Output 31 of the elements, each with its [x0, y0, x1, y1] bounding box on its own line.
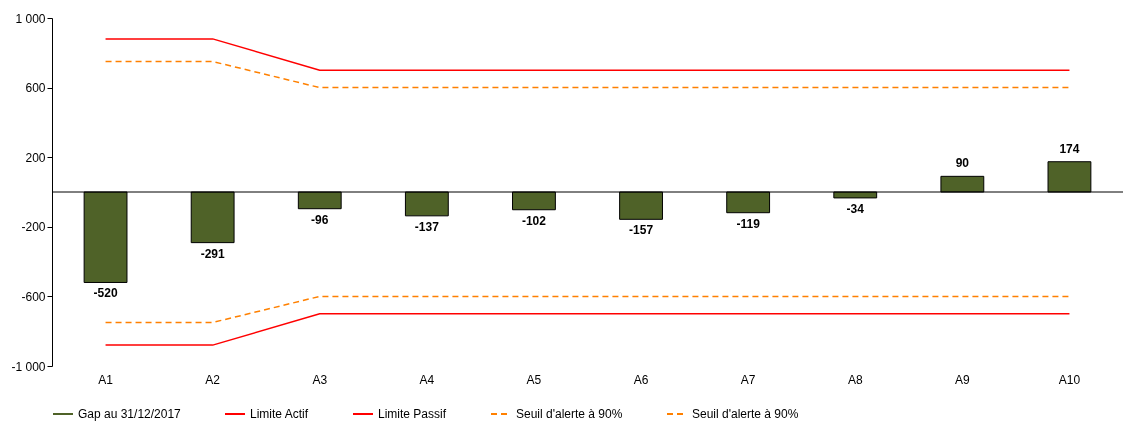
- legend-label: Limite Actif: [250, 407, 309, 421]
- y-tick-label: -1 000: [11, 359, 46, 374]
- y-tick-label: 200: [25, 150, 46, 165]
- data-label: -137: [414, 219, 440, 234]
- x-tick-label: A3: [312, 372, 328, 387]
- data-label: 174: [1059, 141, 1080, 156]
- y-tick-label: -200: [21, 220, 46, 235]
- x-tick-label: A9: [955, 372, 971, 387]
- data-label: -34: [846, 201, 865, 216]
- x-tick-label: A8: [847, 372, 863, 387]
- data-label: -96: [311, 212, 329, 227]
- legend-label: Gap au 31/12/2017: [78, 407, 182, 421]
- legend-label: Seuil d'alerte à 90%: [692, 407, 799, 421]
- x-tick-label: A4: [419, 372, 435, 387]
- data-label: -102: [521, 213, 547, 228]
- y-tick-label: -600: [21, 289, 46, 304]
- data-label: 90: [955, 156, 970, 171]
- data-label: -157: [629, 223, 654, 238]
- x-tick-label: A1: [98, 372, 114, 387]
- legend-label: Seuil d'alerte à 90%: [516, 407, 623, 421]
- y-tick-label: 600: [25, 81, 46, 96]
- legend-label: Limite Passif: [378, 407, 447, 421]
- data-label: -520: [93, 286, 118, 301]
- x-tick-label: A6: [633, 372, 649, 387]
- x-tick-label: A5: [526, 372, 542, 387]
- x-tick-label: A2: [205, 372, 221, 387]
- data-label: -119: [736, 216, 761, 231]
- x-tick-label: A10: [1058, 372, 1081, 387]
- y-tick-label: 1 000: [15, 11, 46, 26]
- data-label: -291: [200, 246, 225, 261]
- x-tick-label: A7: [740, 372, 756, 387]
